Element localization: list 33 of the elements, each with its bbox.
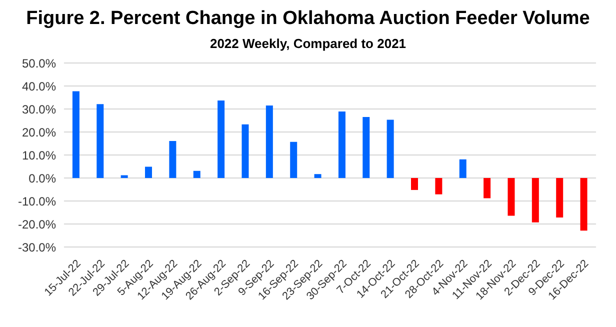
bar <box>120 175 128 178</box>
bar <box>290 142 298 178</box>
bar <box>338 112 346 178</box>
bar <box>242 124 249 178</box>
y-tick-label: 0.0% <box>28 171 56 186</box>
bar <box>532 178 539 222</box>
bar <box>411 178 418 190</box>
y-tick-label: 10.0% <box>22 148 56 162</box>
y-tick-label: -20.0% <box>18 217 56 232</box>
y-tick-label: -10.0% <box>18 194 56 208</box>
bar <box>362 117 370 178</box>
y-tick-label: 30.0% <box>22 102 56 116</box>
bar <box>72 91 80 178</box>
bar <box>386 120 394 178</box>
chart-subtitle: 2022 Weekly, Compared to 2021 <box>208 36 408 51</box>
bar <box>435 178 442 194</box>
bar <box>169 140 176 178</box>
bar <box>218 100 225 178</box>
bar <box>508 178 515 216</box>
bar <box>193 170 200 178</box>
y-tick-label: 50.0% <box>22 56 56 70</box>
bar <box>96 104 104 178</box>
bar <box>459 159 466 178</box>
bar <box>145 166 152 178</box>
y-tick-label: -30.0% <box>18 240 56 254</box>
bar <box>314 174 322 178</box>
y-tick-label: 20.0% <box>22 125 56 140</box>
chart-title: Figure 2. Percent Change in Oklahoma Auction Feeder Volume <box>25 8 591 30</box>
y-tick-label: 40.0% <box>22 79 56 94</box>
bar <box>580 178 588 231</box>
bar <box>266 106 273 178</box>
bar <box>556 178 564 218</box>
bar <box>484 178 491 198</box>
